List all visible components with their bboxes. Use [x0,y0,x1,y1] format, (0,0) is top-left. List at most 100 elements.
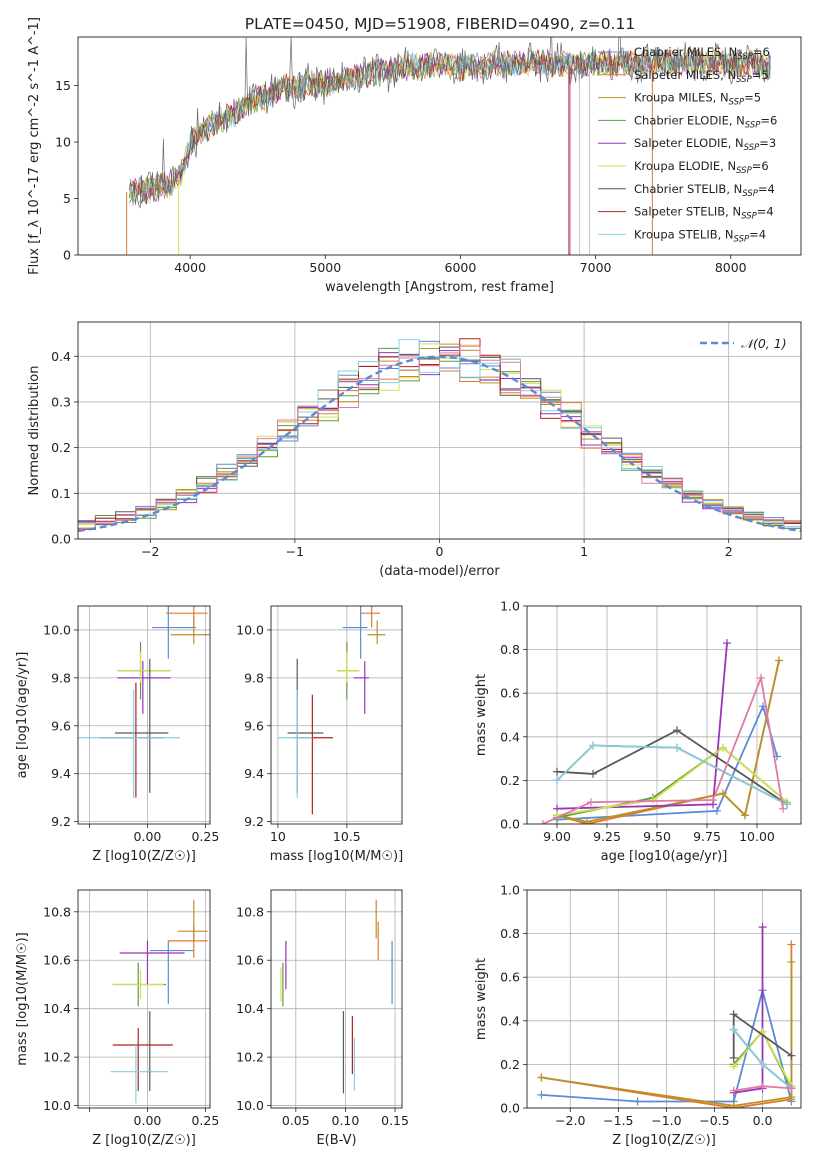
residual-histogram [78,343,801,524]
weight-marker [553,776,561,785]
y-tick-label: 10.2 [236,1050,264,1065]
plot-frame [77,36,802,256]
y-axis-label: Flux [f_λ 10^-17 erg cm^-2 s^-1 A^-1] [27,17,42,275]
error-bar-point [115,658,169,793]
error-bar-point [112,1028,173,1092]
age-vs-metallicity-panel: 0.00 0.25 9.2 9.4 9.6 9.8 10.0 Z [log10(Z/Z☉)] a… [15,605,219,864]
figure-title: PLATE=0450, MJD=51908, FIBERID=0490, z=0… [245,15,635,33]
legend-entry: 𝒩(0, 1) [741,336,787,351]
plot-frame [526,605,802,825]
x-tick-label: 4000 [174,260,206,275]
weight-marker [539,820,547,824]
error-bar-point [337,651,360,683]
spectrum-panel: 4000 5000 6000 7000 8000 0 5 10 15 wavelength [An… [27,17,802,295]
error-bar-point [149,940,194,1004]
y-tick-label: 0.6 [500,970,520,985]
weight-marker [741,811,749,820]
y-axis-label: mass weight [474,674,489,756]
y-tick-label: 0.1 [51,486,71,501]
weight-marker [719,743,727,752]
y-tick-label: 0.8 [500,926,520,941]
plot-frame [270,889,403,1109]
weight-marker [713,806,721,815]
x-tick-label: 0.10 [332,1113,360,1128]
x-tick-label: 5000 [309,260,341,275]
plot-area [78,338,801,533]
plot-area [78,606,210,798]
weight-line [556,729,788,806]
plot-frame [270,605,403,825]
x-axis-label: E(B-V) [316,1133,356,1148]
mass-vs-metallicity-panel: 0.00 0.25 10.0 10.2 10.4 10.6 10.8 Z [log10(Z/Z… [15,889,219,1148]
legend-entry: Chabrier ELODIE, NSSP=6 [634,113,777,130]
x-axis-label: wavelength [Angstrom, rest frame] [325,280,554,295]
y-tick-label: 10.6 [43,953,71,968]
x-tick-label: 0.25 [191,1113,219,1128]
x-axis-label: age [log10(age/yr)] [601,849,728,864]
weight-marker [779,804,787,813]
y-tick-label: 0.4 [51,349,71,364]
x-tick-label: 10 [270,829,286,844]
y-axis-label: Normed distribution [27,366,42,496]
y-tick-label: 0.3 [51,394,71,409]
x-tick-label: 0 [436,544,444,559]
weight-marker [649,796,657,805]
plot-area [539,639,791,824]
x-tick-label: −1.0 [651,1113,681,1128]
spectrum-line [129,49,771,204]
x-axis-label: Z [log10(Z/Z☉)] [612,1133,716,1148]
y-tick-label: 10.4 [236,1001,264,1016]
y-tick-label: 10.0 [43,622,71,637]
y-tick-label: 10.0 [236,1098,264,1113]
y-tick-label: 10.6 [236,953,264,968]
x-tick-label: 9.25 [593,829,621,844]
error-bar-point [360,606,380,628]
x-tick-label: −0.5 [699,1113,729,1128]
error-bar-point [367,620,386,645]
y-tick-label: 10.0 [236,622,264,637]
y-tick-label: 9.6 [244,718,264,733]
legend-entry: Chabrier STELIB, NSSP=4 [634,182,775,199]
error-bar-point [117,651,171,683]
weight-marker [723,639,731,648]
residual-histogram [78,350,801,526]
weight-vs-age-panel: 9.00 9.25 9.50 9.75 10.00 0.0 0.2 0.4 0.6 0.8 1.0 a… [474,599,802,864]
y-tick-label: 0.0 [51,532,71,547]
x-tick-label: 1 [580,544,588,559]
y-tick-label: 9.4 [51,766,71,781]
x-tick-label: 9.00 [543,829,571,844]
x-tick-label: 10.00 [739,829,775,844]
plot-frame [526,889,802,1109]
weight-marker [719,789,727,798]
weight-line [556,660,780,823]
x-tick-label: 0.00 [134,829,162,844]
weight-marker [729,1053,738,1062]
x-tick-label: 0.25 [191,829,219,844]
mass-vs-ebv-panel: 0.05 0.10 0.15 10.0 10.2 10.4 10.6 10.8 E(B-V) [236,889,409,1148]
legend-entry: Kroupa ELODIE, NSSP=6 [634,159,769,176]
y-tick-label: 0.2 [500,1057,520,1072]
weight-marker [587,798,595,807]
error-bar-point [147,1011,153,1092]
weight-marker [729,1010,738,1019]
plot-area [126,37,771,255]
y-tick-label: 10 [55,135,71,150]
weight-marker [783,800,791,809]
y-tick-label: 0.0 [500,1101,520,1116]
plot-area [277,606,386,815]
weight-marker [537,1090,546,1099]
x-tick-label: 10.5 [333,829,361,844]
x-tick-label: 0.00 [134,1113,162,1128]
x-tick-label: −2 [141,544,159,559]
y-tick-label: 9.8 [51,670,71,685]
weight-marker [633,1097,642,1106]
y-tick-label: 5 [63,191,71,206]
weight-marker [709,796,717,805]
x-axis-label: mass [log10(M/M☉)] [270,849,403,864]
error-bar-point [110,1045,169,1104]
plot-area [280,899,393,1094]
legend-entry: Salpeter STELIB, NSSP=4 [634,205,774,222]
weight-marker [589,769,597,778]
weight-marker [758,1060,767,1069]
y-tick-label: 0.2 [51,440,71,455]
